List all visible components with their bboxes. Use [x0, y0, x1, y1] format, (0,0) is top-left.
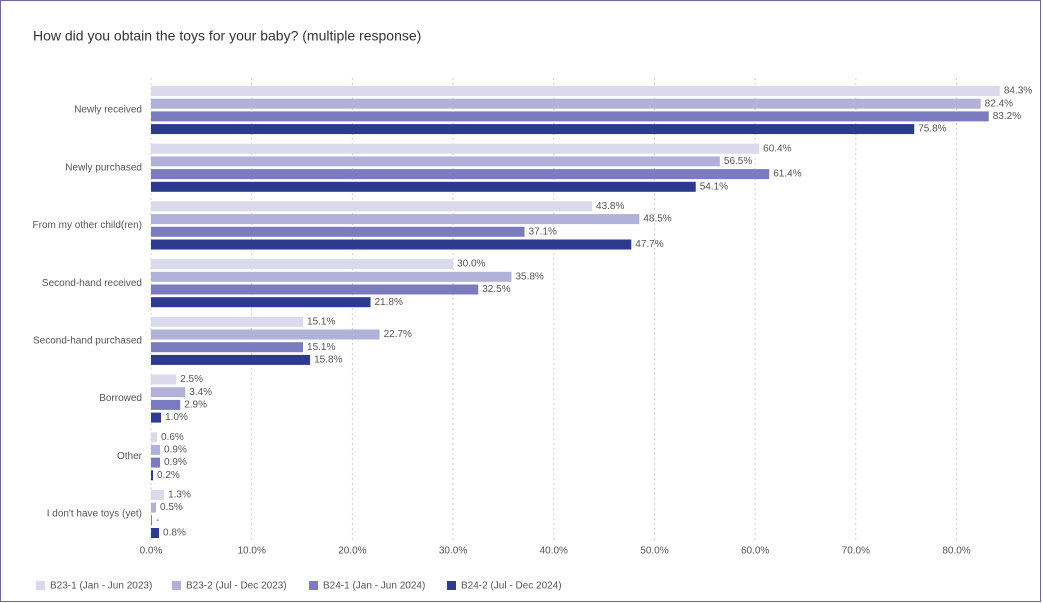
value-label: 43.8%: [596, 201, 624, 212]
category-label: Second-hand purchased: [33, 335, 142, 346]
bar: [151, 111, 989, 122]
bar: [151, 354, 311, 365]
bar: [151, 399, 181, 410]
bar: [151, 98, 981, 109]
bar: [151, 169, 770, 180]
bar: [151, 515, 152, 526]
x-tick-label: 0.0%: [140, 546, 163, 557]
value-label: 30.0%: [457, 259, 485, 270]
x-tick-label: 30.0%: [439, 546, 467, 557]
value-label: 0.6%: [161, 432, 184, 443]
value-label: 0.9%: [164, 445, 187, 456]
bar: [151, 329, 380, 340]
x-tick-label: 50.0%: [640, 546, 668, 557]
value-label: 35.8%: [515, 271, 543, 282]
value-label: 0.8%: [163, 528, 186, 539]
value-label: 2.5%: [180, 374, 203, 385]
bar: [151, 214, 640, 225]
x-tick-label: 70.0%: [842, 546, 870, 557]
bar: [151, 271, 512, 282]
value-label: 48.5%: [643, 214, 671, 225]
bar: [151, 502, 157, 513]
bar: [151, 284, 479, 295]
x-tick-label: 20.0%: [338, 546, 366, 557]
value-label: -: [156, 515, 159, 526]
legend-label: B24-1 (Jan - Jun 2024): [323, 581, 425, 592]
bar: [151, 124, 915, 135]
value-label: 83.2%: [993, 111, 1021, 122]
legend-swatch: [309, 581, 318, 590]
bar: [151, 181, 696, 192]
bar: [151, 156, 720, 167]
value-label: 3.4%: [189, 387, 212, 398]
value-label: 0.5%: [160, 502, 183, 513]
value-label: 37.1%: [529, 226, 557, 237]
value-label: 21.8%: [375, 297, 403, 308]
category-label: Other: [117, 451, 143, 462]
bar: [151, 259, 454, 270]
value-label: 60.4%: [763, 143, 791, 154]
legend-label: B24-2 (Jul - Dec 2024): [461, 581, 562, 592]
bar: [151, 143, 760, 154]
legend-swatch: [36, 581, 45, 590]
value-label: 0.9%: [164, 457, 187, 468]
bar: [151, 457, 161, 468]
category-label: I don't have toys (yet): [47, 509, 142, 520]
bar: [151, 489, 165, 500]
bar: [151, 86, 1000, 96]
x-tick-label: 60.0%: [741, 546, 769, 557]
category-label: Borrowed: [99, 393, 142, 404]
chart-title: How did you obtain the toys for your bab…: [33, 28, 421, 44]
bar: [151, 374, 177, 385]
category-label: Newly purchased: [65, 162, 142, 173]
bar: [151, 201, 593, 212]
bar: [151, 297, 371, 308]
x-tick-label: 10.0%: [238, 546, 266, 557]
value-label: 61.4%: [773, 169, 801, 180]
x-tick-label: 80.0%: [942, 546, 970, 557]
value-label: 15.8%: [314, 355, 342, 366]
value-label: 84.3%: [1004, 86, 1032, 97]
bar: [151, 226, 525, 237]
value-label: 22.7%: [384, 329, 412, 340]
value-label: 56.5%: [724, 156, 752, 167]
legend-swatch: [172, 581, 181, 590]
value-label: 75.8%: [918, 124, 946, 135]
value-label: 15.1%: [307, 342, 335, 353]
category-label: Second-hand received: [42, 278, 142, 289]
value-label: 82.4%: [985, 98, 1013, 109]
value-label: 32.5%: [482, 284, 510, 295]
bar: [151, 239, 632, 250]
value-label: 1.3%: [168, 490, 191, 501]
legend-swatch: [447, 581, 456, 590]
bar: [151, 470, 154, 481]
bar: [151, 412, 162, 423]
value-label: 1.0%: [165, 412, 188, 423]
bar: [151, 528, 160, 538]
bar: [151, 444, 161, 455]
bar: [151, 342, 304, 353]
value-label: 2.9%: [184, 400, 207, 411]
x-tick-label: 40.0%: [540, 546, 568, 557]
value-label: 47.7%: [635, 239, 663, 250]
category-label: From my other child(ren): [33, 220, 142, 231]
bar: [151, 316, 304, 327]
legend-label: B23-2 (Jul - Dec 2023): [186, 581, 287, 592]
value-label: 0.2%: [157, 470, 180, 481]
bar: [151, 432, 158, 443]
bar: [151, 387, 186, 398]
category-label: Newly received: [74, 105, 142, 116]
value-label: 54.1%: [700, 181, 728, 192]
value-label: 15.1%: [307, 316, 335, 327]
legend-label: B23-1 (Jan - Jun 2023): [50, 581, 152, 592]
